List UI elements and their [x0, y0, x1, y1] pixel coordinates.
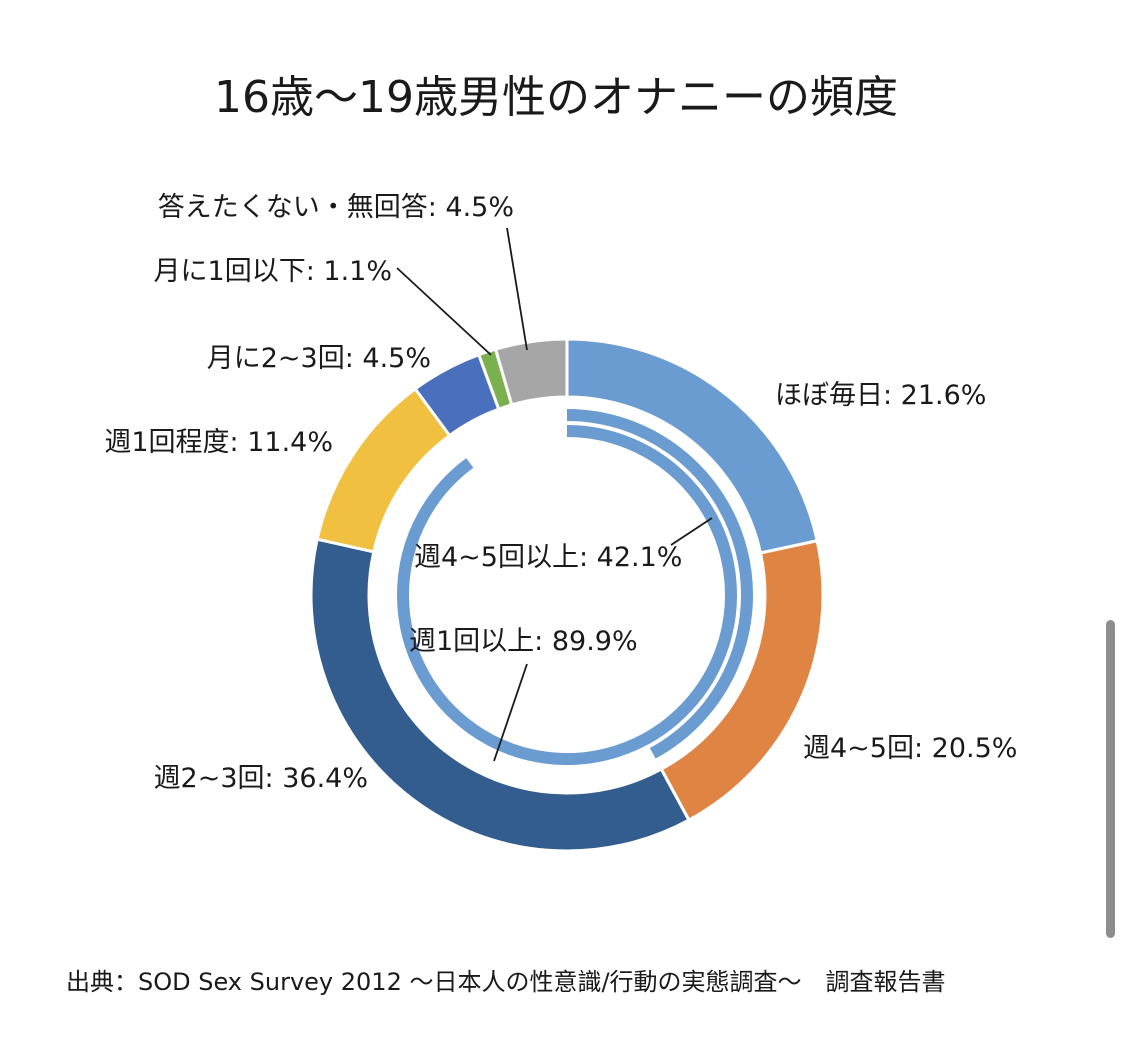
- scrollbar[interactable]: [1106, 620, 1115, 938]
- segment-daily: [565, 337, 819, 555]
- label-weekly-2-3: 週2~3回: 36.4%: [154, 763, 368, 794]
- label-weekly-4-5-or-more: 週4~5回以上: 42.1%: [414, 542, 682, 573]
- label-weekly-once-or-more: 週1回以上: 89.9%: [409, 626, 638, 657]
- label-monthly-2-3: 月に2~3回: 4.5%: [207, 343, 431, 374]
- label-weekly-once: 週1回程度: 11.4%: [104, 427, 333, 458]
- label-daily: ほぼ毎日: 21.6%: [775, 380, 986, 411]
- leader-line-weekly-4plus: [670, 517, 713, 546]
- leader-lines: [396, 227, 713, 762]
- label-monthly-once-or-less: 月に1回以下: 1.1%: [154, 256, 392, 287]
- source-note: 出典：SOD Sex Survey 2012 ～日本人の性意識/行動の実態調査～…: [66, 968, 946, 996]
- segment-weekly-2-3: [309, 537, 691, 853]
- summary-arcs: [397, 409, 753, 765]
- leader-line-no-answer: [506, 227, 528, 351]
- leader-line-weekly-1plus: [493, 663, 528, 762]
- arc-weekly-4-5-or-more: [566, 409, 753, 759]
- segment-no-answer: [493, 337, 569, 407]
- label-weekly-4-5: 週4~5回: 20.5%: [803, 733, 1017, 764]
- chart-title: 16歳～19歳男性のオナニーの頻度: [214, 72, 898, 123]
- segment-weekly-once: [315, 386, 452, 554]
- outer-ring: [309, 337, 825, 853]
- arc-weekly-once-or-more: [397, 425, 737, 765]
- leader-line-monthly-once: [396, 267, 492, 356]
- label-no-answer: 答えたくない・無回答: 4.5%: [158, 192, 514, 223]
- data-labels: ほぼ毎日: 21.6% 週4~5回: 20.5% 週2~3回: 36.4% 週1…: [104, 192, 1017, 794]
